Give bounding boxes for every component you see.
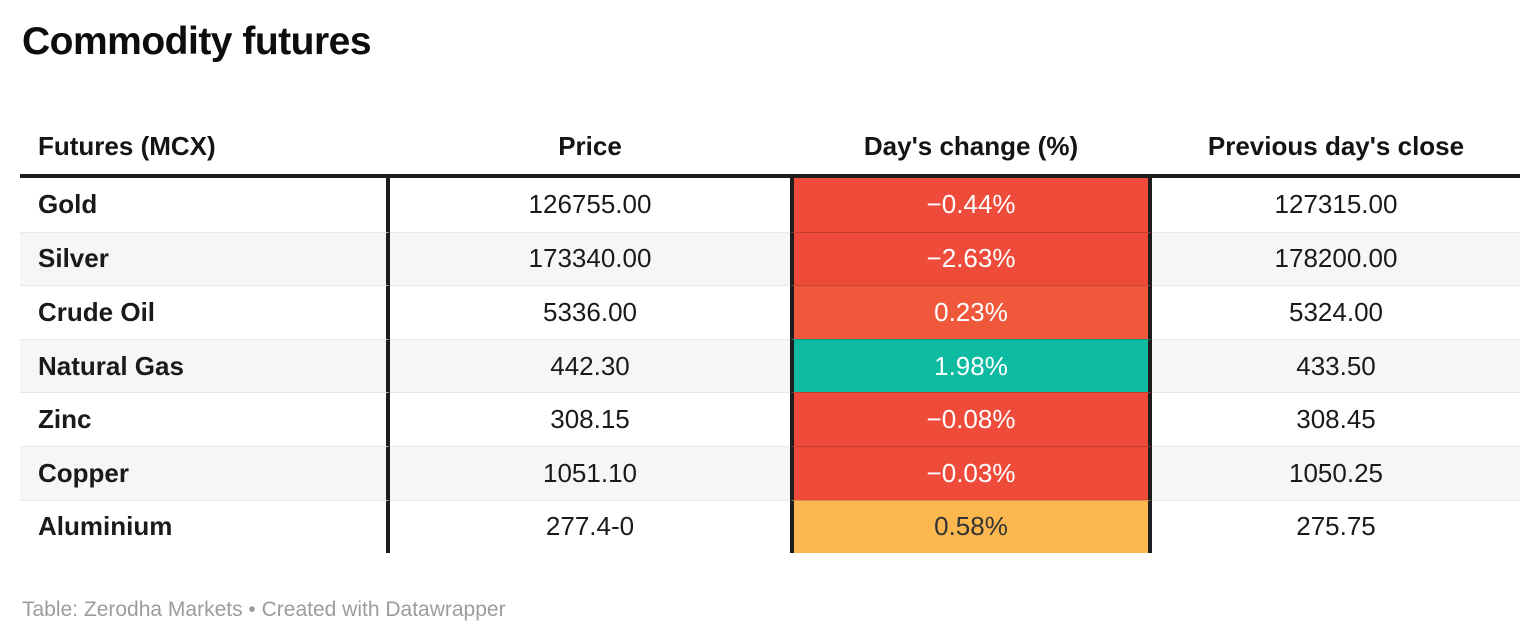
cell-futures-name: Natural Gas bbox=[20, 338, 390, 393]
table-row: Crude Oil 5336.00 0.23% 5324.00 bbox=[20, 285, 1520, 339]
cell-futures-name: Aluminium bbox=[20, 499, 390, 554]
table-row: Copper 1051.10 −0.03% 1050.25 bbox=[20, 445, 1520, 500]
table-body: Gold 126755.00 −0.44% 127315.00 Silver 173340… bbox=[20, 178, 1520, 554]
table-row: Silver 173340.00 −2.63% 178200.00 bbox=[20, 231, 1520, 286]
cell-prev-close: 433.50 bbox=[1152, 338, 1520, 393]
column-header-futures: Futures (MCX) bbox=[38, 130, 216, 161]
cell-price: 173340.00 bbox=[390, 231, 790, 286]
cell-prev-close: 127315.00 bbox=[1274, 189, 1398, 220]
cell-futures-name: Gold bbox=[20, 178, 390, 232]
table-header-row: Futures (MCX) Price Day's change (%) Pre… bbox=[20, 118, 1520, 178]
cell-day-change: −0.03% bbox=[790, 445, 1152, 500]
cell-day-change: 0.23% bbox=[790, 285, 1152, 339]
cell-prev-close: 178200.00 bbox=[1152, 231, 1520, 286]
page-title: Commodity futures bbox=[22, 20, 372, 63]
cell-prev-close: 1050.25 bbox=[1152, 445, 1520, 500]
cell-day-change: −0.44% bbox=[790, 178, 1152, 232]
cell-futures-name: Copper bbox=[20, 445, 390, 500]
cell-price: 442.30 bbox=[390, 338, 790, 393]
cell-futures-name: Zinc bbox=[20, 392, 390, 446]
cell-day-change: −2.63% bbox=[790, 231, 1152, 286]
cell-price: 126755.00 bbox=[528, 189, 652, 220]
cell-prev-close: 275.75 bbox=[1152, 499, 1520, 554]
cell-price: 308.15 bbox=[390, 392, 790, 446]
commodity-table: Futures (MCX) Price Day's change (%) Pre… bbox=[20, 118, 1520, 554]
cell-day-change: 1.98% bbox=[790, 338, 1152, 393]
column-header-prev-close: Previous day's close bbox=[1207, 130, 1465, 161]
cell-prev-close: 5324.00 bbox=[1152, 285, 1520, 339]
cell-price: 5336.00 bbox=[390, 285, 790, 339]
column-header-price: Price bbox=[558, 130, 622, 161]
table-row: Zinc 308.15 −0.08% 308.45 bbox=[20, 392, 1520, 446]
cell-prev-close: 308.45 bbox=[1152, 392, 1520, 446]
table-row: Natural Gas 442.30 1.98% 433.50 bbox=[20, 338, 1520, 393]
cell-price: 277.4-0 bbox=[390, 499, 790, 554]
column-header-day-change: Day's change (%) bbox=[863, 130, 1079, 161]
cell-price: 1051.10 bbox=[390, 445, 790, 500]
cell-futures-name: Silver bbox=[20, 231, 390, 286]
attribution-footer: Table: Zerodha Markets • Created with Da… bbox=[22, 598, 506, 621]
cell-day-change: −0.08% bbox=[790, 392, 1152, 446]
cell-day-change: 0.58% bbox=[790, 499, 1152, 554]
table-row: Gold 126755.00 −0.44% 127315.00 bbox=[20, 178, 1520, 232]
table-row: Aluminium 277.4-0 0.58% 275.75 bbox=[20, 499, 1520, 554]
cell-futures-name: Crude Oil bbox=[20, 285, 390, 339]
